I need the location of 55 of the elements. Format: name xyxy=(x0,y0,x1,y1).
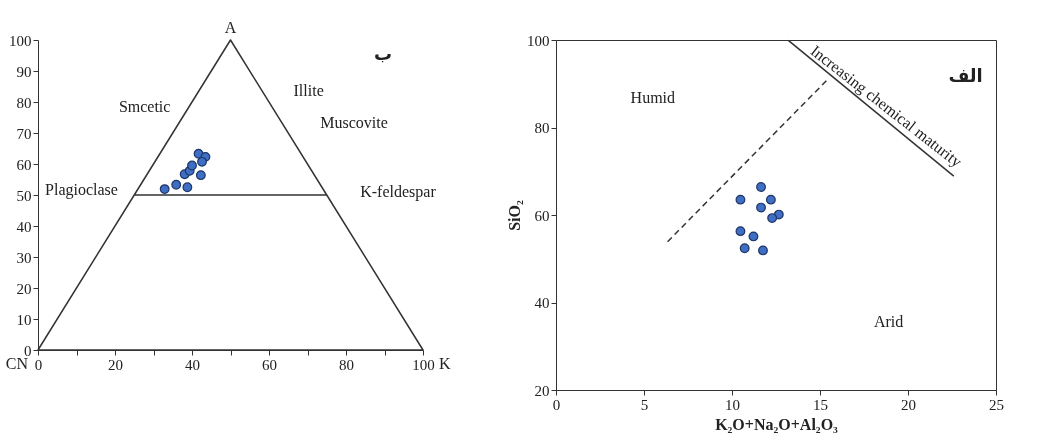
x-axis-title: K₂O+Na₂O+Al₂O₃ xyxy=(715,415,839,433)
point xyxy=(171,179,182,190)
x-tick-label: 100 xyxy=(412,356,435,373)
y-tick-label: 40 xyxy=(534,295,550,311)
y-tick-label: 80 xyxy=(16,94,32,111)
annotation: الف xyxy=(948,65,983,86)
y-tick-label: 20 xyxy=(16,280,32,297)
point xyxy=(756,202,766,213)
point xyxy=(748,231,759,242)
y-tick-label: 100 xyxy=(9,32,32,49)
y-tick-label: 40 xyxy=(16,218,32,235)
annotation: Plagioclase xyxy=(45,180,118,199)
point xyxy=(182,182,193,193)
annotation: K-feldespar xyxy=(360,182,437,201)
x-tick-label: 20 xyxy=(901,396,916,413)
x-tick-label: 80 xyxy=(339,356,354,373)
point xyxy=(739,243,750,254)
x-tick-label: 5 xyxy=(640,396,649,413)
point xyxy=(187,160,197,171)
annotation: Illite xyxy=(293,82,324,100)
point xyxy=(195,170,206,181)
y-tick-label: 60 xyxy=(534,207,550,224)
point xyxy=(756,182,766,192)
x-tick-label: 25 xyxy=(989,396,1004,413)
x-tick-label: 0 xyxy=(34,356,43,373)
y-axis-title: SiO₂ xyxy=(506,200,523,231)
point xyxy=(159,184,170,195)
point xyxy=(767,213,778,223)
x-tick-label: 0 xyxy=(552,396,561,413)
y-tick-label: 30 xyxy=(16,249,32,266)
y-tick-label: 100 xyxy=(527,32,550,49)
annotation: A xyxy=(224,19,237,36)
y-tick-label: 50 xyxy=(16,187,32,204)
x-tick-label: 20 xyxy=(108,356,123,373)
y-tick-label: 10 xyxy=(16,311,32,328)
y-tick-label: 70 xyxy=(16,125,32,142)
y-tick-label: 60 xyxy=(16,156,32,173)
annotation: K xyxy=(439,355,451,372)
x-tick-label: 10 xyxy=(725,396,740,413)
point xyxy=(197,156,207,167)
y-tick-label: 90 xyxy=(16,63,32,80)
x-tick-label: 40 xyxy=(185,356,200,373)
x-tick-label: 15 xyxy=(813,396,828,413)
annotation: Smcetic xyxy=(118,97,171,115)
annotation: Humid xyxy=(630,88,676,106)
y-tick-label: 20 xyxy=(534,382,550,399)
annotation: Muscovite xyxy=(320,114,388,132)
point xyxy=(735,194,746,205)
point xyxy=(765,194,776,205)
y-tick-label: 80 xyxy=(534,120,550,136)
point xyxy=(758,245,768,256)
x-tick-label: 60 xyxy=(262,356,277,373)
point xyxy=(735,226,746,237)
annotation: ب xyxy=(374,43,393,65)
annotation: Arid xyxy=(873,312,904,330)
